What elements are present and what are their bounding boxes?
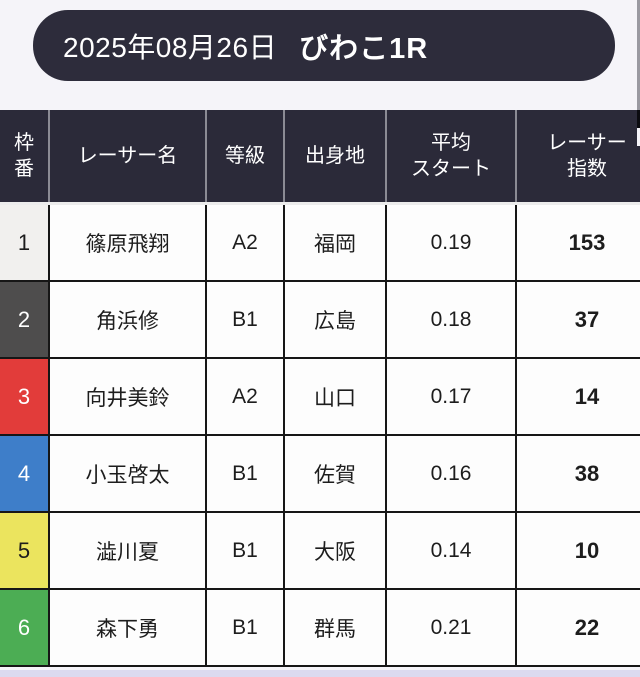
avg-start-cell: 0.16 [387,436,517,513]
racer-index-cell: 37 [517,282,640,359]
header-avg-start: 平均 スタート [387,110,517,202]
origin-cell: 佐賀 [285,436,387,513]
origin-cell: 大阪 [285,513,387,590]
avg-start-cell: 0.19 [387,205,517,282]
header-grade: 等級 [207,110,285,202]
racer-name-cell: 澁川夏 [50,513,207,590]
header-origin: 出身地 [285,110,387,202]
grade-cell: B1 [207,282,285,359]
header-frame-number: 枠 番 [0,110,50,202]
grade-cell: B1 [207,436,285,513]
table-row: 3 向井美鈴 A2 山口 0.17 14 [0,359,640,436]
race-date: 2025年08月26日 [63,31,278,63]
grade-cell: B1 [207,513,285,590]
racer-index-cell: 22 [517,590,640,667]
bottom-strip [0,670,640,677]
racer-index-cell: 38 [517,436,640,513]
table-row: 1 篠原飛翔 A2 福岡 0.19 153 [0,205,640,282]
racer-name-cell: 向井美鈴 [50,359,207,436]
racer-name-cell: 小玉啓太 [50,436,207,513]
grade-cell: A2 [207,359,285,436]
table-row: 5 澁川夏 B1 大阪 0.14 10 [0,513,640,590]
frame-number-cell: 6 [0,590,50,667]
origin-cell: 山口 [285,359,387,436]
racer-index-cell: 10 [517,513,640,590]
table-row: 6 森下勇 B1 群馬 0.21 22 [0,590,640,667]
origin-cell: 広島 [285,282,387,359]
frame-number-cell: 5 [0,513,50,590]
frame-number-cell: 2 [0,282,50,359]
avg-start-cell: 0.17 [387,359,517,436]
avg-start-cell: 0.21 [387,590,517,667]
origin-cell: 群馬 [285,590,387,667]
racer-name-cell: 篠原飛翔 [50,205,207,282]
scrollbar-notch [637,110,640,128]
scrollbar-thumb[interactable] [637,128,640,146]
avg-start-cell: 0.18 [387,282,517,359]
origin-cell: 福岡 [285,205,387,282]
scrollbar-track [637,0,640,110]
racer-table: 枠 番 レーサー名 等級 出身地 平均 スタート レーサー 指数 1 篠原飛翔 … [0,110,640,667]
racer-name-cell: 角浜修 [50,282,207,359]
racer-index-cell: 14 [517,359,640,436]
race-title-bar: 2025年08月26日 びわこ1R [33,10,615,81]
table-row: 2 角浜修 B1 広島 0.18 37 [0,282,640,359]
racer-name-cell: 森下勇 [50,590,207,667]
frame-number-cell: 4 [0,436,50,513]
table-row: 4 小玉啓太 B1 佐賀 0.16 38 [0,436,640,513]
header-racer-index: レーサー 指数 [517,110,640,202]
grade-cell: B1 [207,590,285,667]
table-header-row: 枠 番 レーサー名 等級 出身地 平均 スタート レーサー 指数 [0,110,640,205]
race-name: びわこ1R [299,32,429,65]
frame-number-cell: 1 [0,205,50,282]
frame-number-cell: 3 [0,359,50,436]
avg-start-cell: 0.14 [387,513,517,590]
grade-cell: A2 [207,205,285,282]
header-racer-name: レーサー名 [50,110,207,202]
racer-index-cell: 153 [517,205,640,282]
